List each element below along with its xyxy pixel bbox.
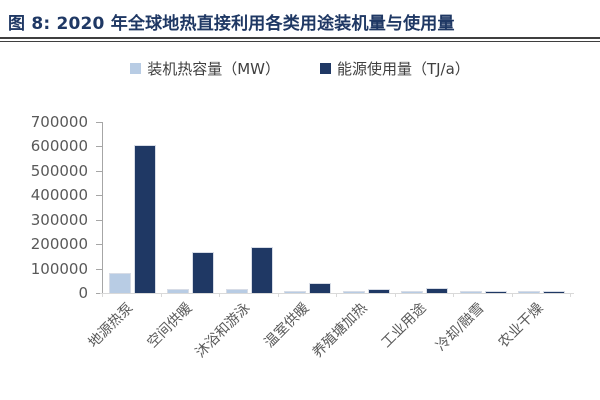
- x-axis-tick-mark: [570, 293, 571, 297]
- x-axis-tick-mark: [394, 293, 396, 297]
- y-axis-tick-label: 0: [78, 284, 88, 302]
- energy-use-bar: [309, 283, 332, 294]
- y-axis-tick-mark: [96, 244, 102, 246]
- title-divider-rule: [0, 37, 600, 42]
- x-axis-tick-mark: [453, 293, 454, 297]
- bar-group-7: [454, 122, 513, 294]
- legend-item-installed-capacity: 装机热容量（MW）: [130, 58, 280, 79]
- bar-series-container: [103, 122, 572, 295]
- legend-swatch-light-blue: [130, 63, 142, 74]
- y-axis-tick-label: 100000: [30, 259, 88, 278]
- capacity-bar: [167, 288, 190, 295]
- energy-use-bar: [250, 247, 273, 294]
- x-axis-tick-mark: [336, 293, 337, 297]
- capacity-bar: [401, 291, 424, 294]
- legend-label: 能源使用量（TJ/a）: [336, 60, 470, 78]
- capacity-bar: [518, 291, 541, 294]
- y-axis-tick-label: 700000: [30, 113, 88, 131]
- y-axis-tick-labels: 0 100000 200000 300000 400000 500000 600000 700…: [0, 113, 88, 302]
- capacity-bar: [108, 273, 131, 294]
- x-axis-tick-mark: [511, 293, 513, 297]
- energy-use-bar: [133, 145, 156, 294]
- bar-group-5: [337, 122, 396, 295]
- y-axis-tick-mark: [96, 195, 102, 197]
- y-axis-tick-label: 200000: [30, 235, 88, 254]
- x-axis-tick-mark: [277, 293, 279, 297]
- capacity-bar: [342, 291, 365, 294]
- energy-use-bar: [543, 291, 566, 294]
- plot-area: [102, 122, 572, 295]
- x-axis-tick-mark: [160, 293, 162, 297]
- bar-group-6: [396, 122, 455, 294]
- y-axis-tick-mark: [96, 219, 102, 221]
- capacity-bar: [284, 291, 307, 294]
- bar-group-8: [513, 122, 572, 294]
- bar-group-2: [162, 122, 221, 295]
- x-axis-tick-mark: [219, 293, 220, 297]
- x-axis-tick-mark: [102, 293, 103, 297]
- y-axis-tick-label: 400000: [30, 186, 88, 205]
- y-axis-tick-marks: [96, 122, 102, 294]
- energy-use-bar: [484, 291, 507, 294]
- y-axis-tick-mark: [96, 146, 102, 148]
- y-axis-tick-mark: [96, 170, 102, 172]
- figure-title-bar: 图 8: 2020 年全球地热直接利用各类用途装机量与使用量: [0, 0, 600, 34]
- legend-item-energy-use: 能源使用量（TJ/a）: [319, 58, 470, 79]
- energy-use-bar: [426, 288, 449, 294]
- legend-label: 装机热容量（MW）: [147, 60, 280, 78]
- y-axis-tick-label: 300000: [30, 210, 88, 229]
- legend-swatch-dark-navy: [319, 63, 331, 74]
- capacity-bar: [459, 291, 482, 294]
- y-axis-tick-label: 500000: [30, 161, 88, 180]
- figure-title: 图 8: 2020 年全球地热直接利用各类用途装机量与使用量: [8, 14, 455, 34]
- y-axis-tick-label: 600000: [30, 137, 88, 156]
- chart-legend: 装机热容量（MW） 能源使用量（TJ/a）: [0, 58, 600, 79]
- energy-use-bar: [192, 252, 215, 294]
- y-axis-tick-mark: [96, 122, 102, 123]
- bar-group-4: [279, 122, 338, 294]
- y-axis-tick-mark: [96, 268, 102, 270]
- bar-group-3: [220, 122, 279, 294]
- y-axis-tick-mark: [96, 293, 102, 294]
- bar-group-1: [103, 122, 162, 294]
- capacity-bar: [225, 289, 248, 294]
- x-axis-baseline: [100, 293, 574, 294]
- energy-use-bar: [367, 288, 390, 295]
